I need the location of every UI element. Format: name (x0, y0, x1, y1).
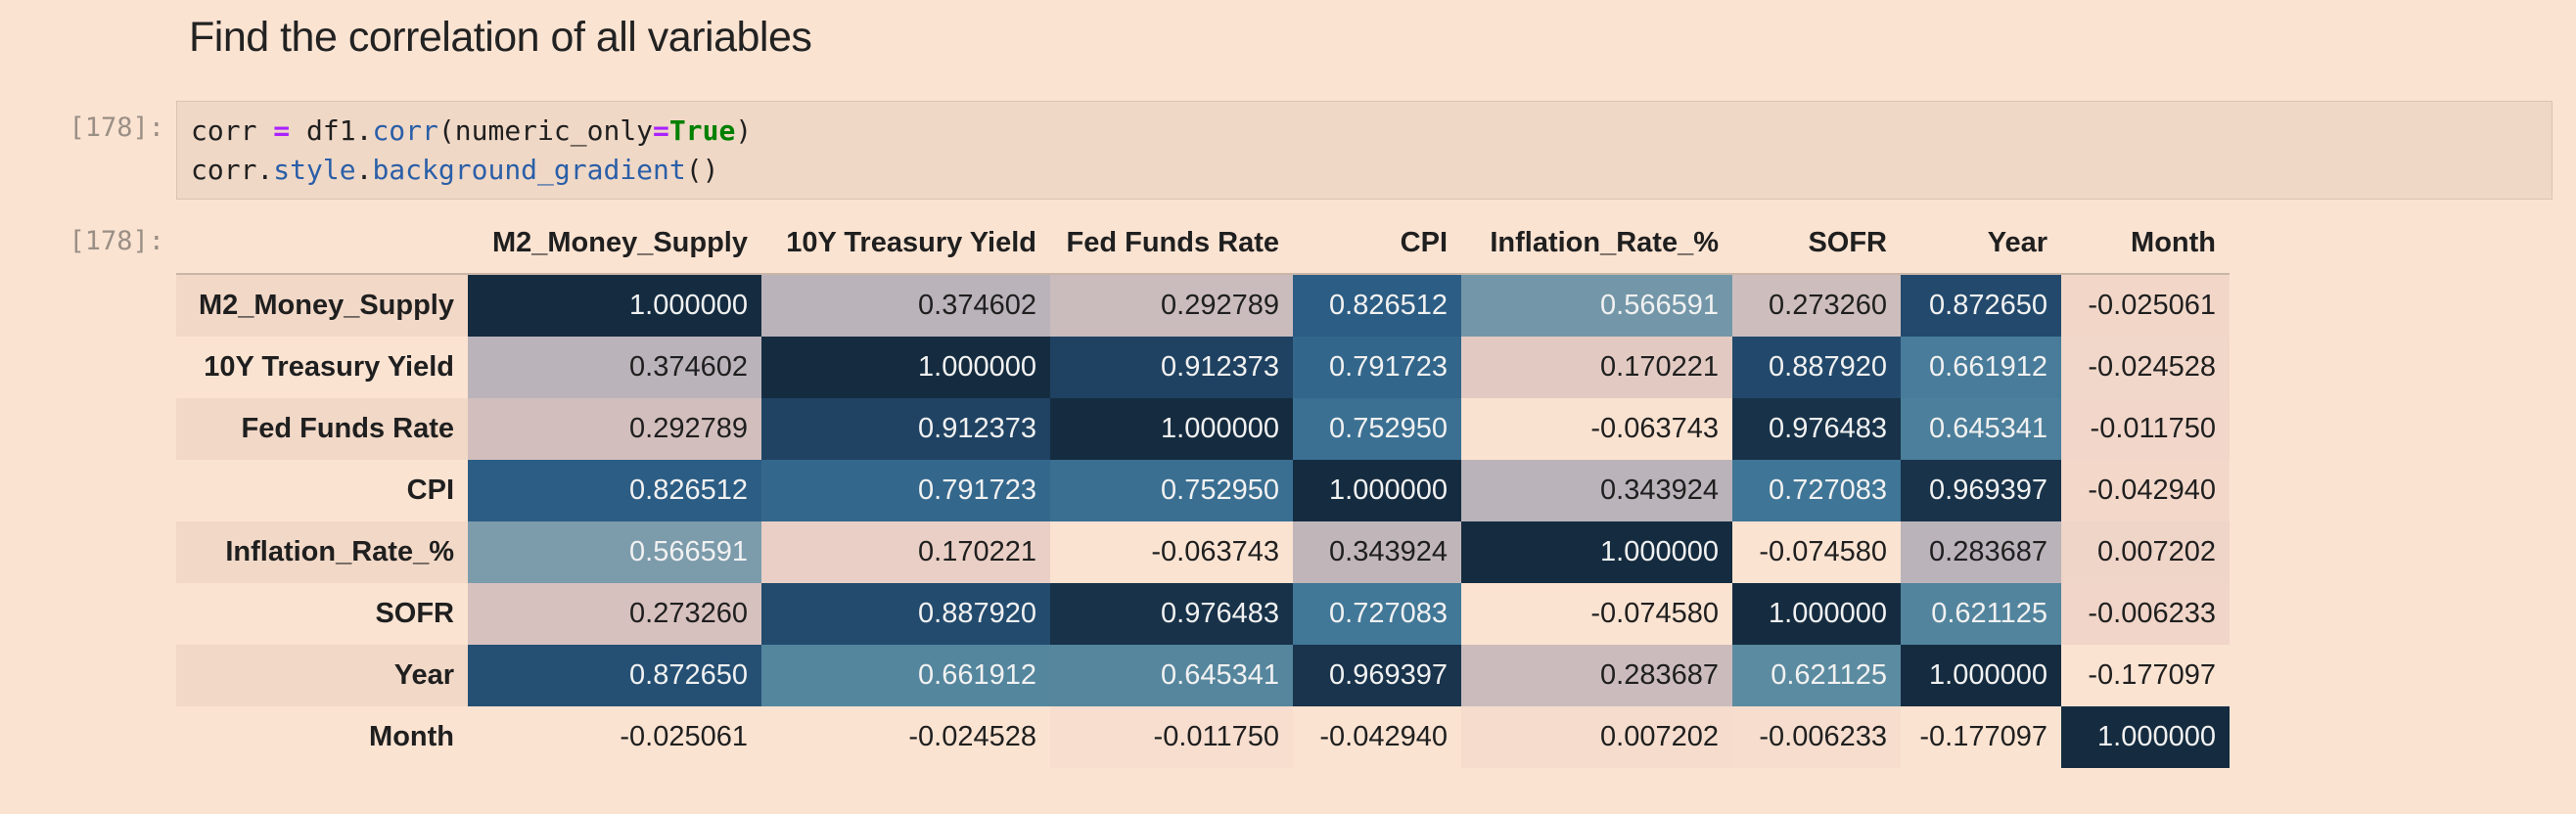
correlation-cell: 0.791723 (1293, 337, 1461, 398)
correlation-cell: 1.000000 (1732, 583, 1901, 645)
row-header: CPI (176, 460, 468, 521)
correlation-cell: 0.826512 (468, 460, 761, 521)
table-corner (176, 212, 468, 275)
correlation-cell: 0.007202 (2061, 521, 2230, 583)
row-header: 10Y Treasury Yield (176, 337, 468, 398)
correlation-cell: 0.374602 (468, 337, 761, 398)
output-prompt: [178]: (69, 226, 164, 256)
correlation-cell: 0.887920 (1732, 337, 1901, 398)
correlation-cell: -0.177097 (2061, 645, 2230, 706)
code-line-2: corr.style.background_gradient() (191, 154, 719, 186)
correlation-cell: 0.969397 (1901, 460, 2061, 521)
column-header: Year (1901, 212, 2061, 275)
correlation-cell: 0.826512 (1293, 274, 1461, 337)
correlation-cell: -0.024528 (761, 706, 1050, 768)
correlation-cell: -0.074580 (1732, 521, 1901, 583)
column-header: Inflation_Rate_% (1461, 212, 1732, 275)
correlation-cell: 0.661912 (1901, 337, 2061, 398)
correlation-cell: -0.063743 (1050, 521, 1293, 583)
correlation-cell: -0.042940 (1293, 706, 1461, 768)
column-header: Fed Funds Rate (1050, 212, 1293, 275)
correlation-cell: 1.000000 (468, 274, 761, 337)
correlation-cell: -0.006233 (1732, 706, 1901, 768)
correlation-cell: 1.000000 (2061, 706, 2230, 768)
table-row: CPI 0.826512 0.791723 0.752950 1.000000 0.343… (176, 460, 2230, 521)
correlation-cell: -0.006233 (2061, 583, 2230, 645)
correlation-cell: -0.177097 (1901, 706, 2061, 768)
code-cell[interactable]: corr = df1.corr(numeric_only=True) corr.… (176, 101, 2553, 200)
correlation-cell: -0.025061 (2061, 274, 2230, 337)
markdown-heading: Find the correlation of all variables (189, 14, 812, 61)
correlation-cell: 0.872650 (468, 645, 761, 706)
correlation-cell: 0.791723 (761, 460, 1050, 521)
correlation-cell: 0.912373 (1050, 337, 1293, 398)
correlation-cell: 0.292789 (1050, 274, 1293, 337)
table-row: Fed Funds Rate 0.292789 0.912373 1.000000 0.… (176, 398, 2230, 460)
correlation-cell: 1.000000 (1293, 460, 1461, 521)
correlation-cell: 0.912373 (761, 398, 1050, 460)
correlation-cell: 0.727083 (1293, 583, 1461, 645)
table-header-row: M2_Money_Supply 10Y Treasury Yield Fed F… (176, 212, 2230, 275)
column-header: M2_Money_Supply (468, 212, 761, 275)
correlation-cell: 0.273260 (468, 583, 761, 645)
correlation-cell: -0.011750 (1050, 706, 1293, 768)
correlation-cell: 0.170221 (761, 521, 1050, 583)
correlation-cell: 0.727083 (1732, 460, 1901, 521)
correlation-cell: 0.887920 (761, 583, 1050, 645)
correlation-cell: 0.661912 (761, 645, 1050, 706)
correlation-cell: 0.969397 (1293, 645, 1461, 706)
correlation-cell: 0.645341 (1050, 645, 1293, 706)
correlation-cell: 0.976483 (1050, 583, 1293, 645)
correlation-cell: 0.007202 (1461, 706, 1732, 768)
column-header: 10Y Treasury Yield (761, 212, 1050, 275)
row-header: M2_Money_Supply (176, 274, 468, 337)
input-prompt: [178]: (69, 113, 164, 143)
table-row: M2_Money_Supply 1.000000 0.374602 0.292789 0… (176, 274, 2230, 337)
correlation-cell: -0.074580 (1461, 583, 1732, 645)
correlation-cell: 0.283687 (1461, 645, 1732, 706)
code-line-1: corr = df1.corr(numeric_only=True) (191, 114, 753, 147)
correlation-cell: 0.752950 (1293, 398, 1461, 460)
correlation-cell: -0.042940 (2061, 460, 2230, 521)
correlation-cell: 0.374602 (761, 274, 1050, 337)
row-header: Fed Funds Rate (176, 398, 468, 460)
table-row: Year 0.872650 0.661912 0.645341 0.969397 0.28… (176, 645, 2230, 706)
correlation-cell: -0.011750 (2061, 398, 2230, 460)
correlation-table: M2_Money_Supply 10Y Treasury Yield Fed F… (176, 212, 2230, 768)
row-header: Year (176, 645, 468, 706)
correlation-cell: 0.170221 (1461, 337, 1732, 398)
correlation-cell: 0.273260 (1732, 274, 1901, 337)
correlation-cell: 0.292789 (468, 398, 761, 460)
row-header: SOFR (176, 583, 468, 645)
correlation-cell: 0.283687 (1901, 521, 2061, 583)
correlation-cell: 0.872650 (1901, 274, 2061, 337)
column-header: SOFR (1732, 212, 1901, 275)
column-header: CPI (1293, 212, 1461, 275)
correlation-cell: 0.566591 (468, 521, 761, 583)
table-row: Inflation_Rate_% 0.566591 0.170221 -0.06374… (176, 521, 2230, 583)
correlation-cell: 0.343924 (1461, 460, 1732, 521)
correlation-cell: -0.063743 (1461, 398, 1732, 460)
correlation-cell: 0.645341 (1901, 398, 2061, 460)
correlation-cell: 0.752950 (1050, 460, 1293, 521)
correlation-cell: 0.566591 (1461, 274, 1732, 337)
correlation-cell: 0.343924 (1293, 521, 1461, 583)
correlation-cell: 1.000000 (761, 337, 1050, 398)
correlation-cell: -0.025061 (468, 706, 761, 768)
correlation-cell: 1.000000 (1050, 398, 1293, 460)
column-header: Month (2061, 212, 2230, 275)
correlation-cell: -0.024528 (2061, 337, 2230, 398)
row-header: Inflation_Rate_% (176, 521, 468, 583)
row-header: Month (176, 706, 468, 768)
table-row: SOFR 0.273260 0.887920 0.976483 0.727083 -0.0… (176, 583, 2230, 645)
correlation-cell: 0.976483 (1732, 398, 1901, 460)
table-row: Month -0.025061 -0.024528 -0.011750 -0.04294… (176, 706, 2230, 768)
correlation-cell: 0.621125 (1901, 583, 2061, 645)
correlation-cell: 0.621125 (1732, 645, 1901, 706)
correlation-cell: 1.000000 (1461, 521, 1732, 583)
correlation-cell: 1.000000 (1901, 645, 2061, 706)
table-row: 10Y Treasury Yield 0.374602 1.000000 0.9123… (176, 337, 2230, 398)
